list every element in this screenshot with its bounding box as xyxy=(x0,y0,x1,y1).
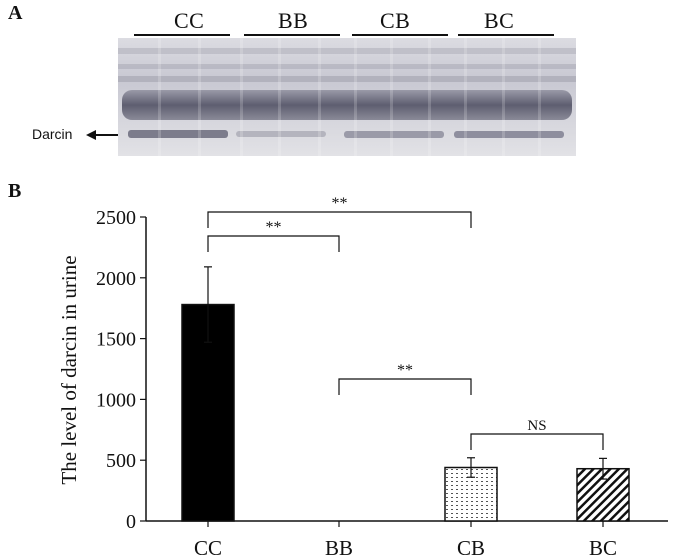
arrow-left-icon xyxy=(86,130,118,140)
x-tick-label: CC xyxy=(194,536,222,559)
y-axis-label: The level of darcin in urine xyxy=(57,255,81,484)
significance-bracket-bb-cb: ** xyxy=(338,362,472,395)
significance-bracket-cc-bb: ** xyxy=(207,219,340,252)
x-tick-label: BB xyxy=(325,536,353,559)
panel-a-label: A xyxy=(8,2,23,24)
lane-label-bc: BC xyxy=(484,8,515,33)
error-bar-cb xyxy=(467,457,475,478)
lane-group-line-cc xyxy=(134,34,230,36)
significance-label: NS xyxy=(527,418,546,434)
significance-label: ** xyxy=(397,362,413,379)
error-bar-bc xyxy=(599,457,607,480)
y-tick-label: 1500 xyxy=(96,329,136,351)
lane-label-cc: CC xyxy=(174,8,205,33)
significance-bracket-cb-bc: NS xyxy=(470,418,604,450)
lane-group-line-bc xyxy=(458,34,554,36)
panel-b-label: B xyxy=(8,180,22,202)
lane-label-bb: BB xyxy=(278,8,309,33)
significance-label: ** xyxy=(266,219,282,236)
x-tick-label: BC xyxy=(589,536,617,559)
y-tick-label: 500 xyxy=(106,450,136,472)
y-tick-label: 2000 xyxy=(96,268,136,290)
error-bar-cc xyxy=(204,266,212,343)
significance-bracket-cc-cb: ** xyxy=(207,195,472,228)
x-tick-label: CB xyxy=(457,536,485,559)
western-blot-gel-image xyxy=(118,38,576,156)
lane-label-cb: CB xyxy=(380,8,411,33)
lane-group-line-bb xyxy=(244,34,340,36)
y-tick-label: 2500 xyxy=(96,207,136,229)
lane-group-line-cb xyxy=(352,34,448,36)
y-tick-label: 0 xyxy=(126,511,136,533)
significance-label: ** xyxy=(332,195,348,212)
y-tick-label: 1000 xyxy=(96,389,136,411)
darcin-band-label: Darcin xyxy=(32,126,73,142)
